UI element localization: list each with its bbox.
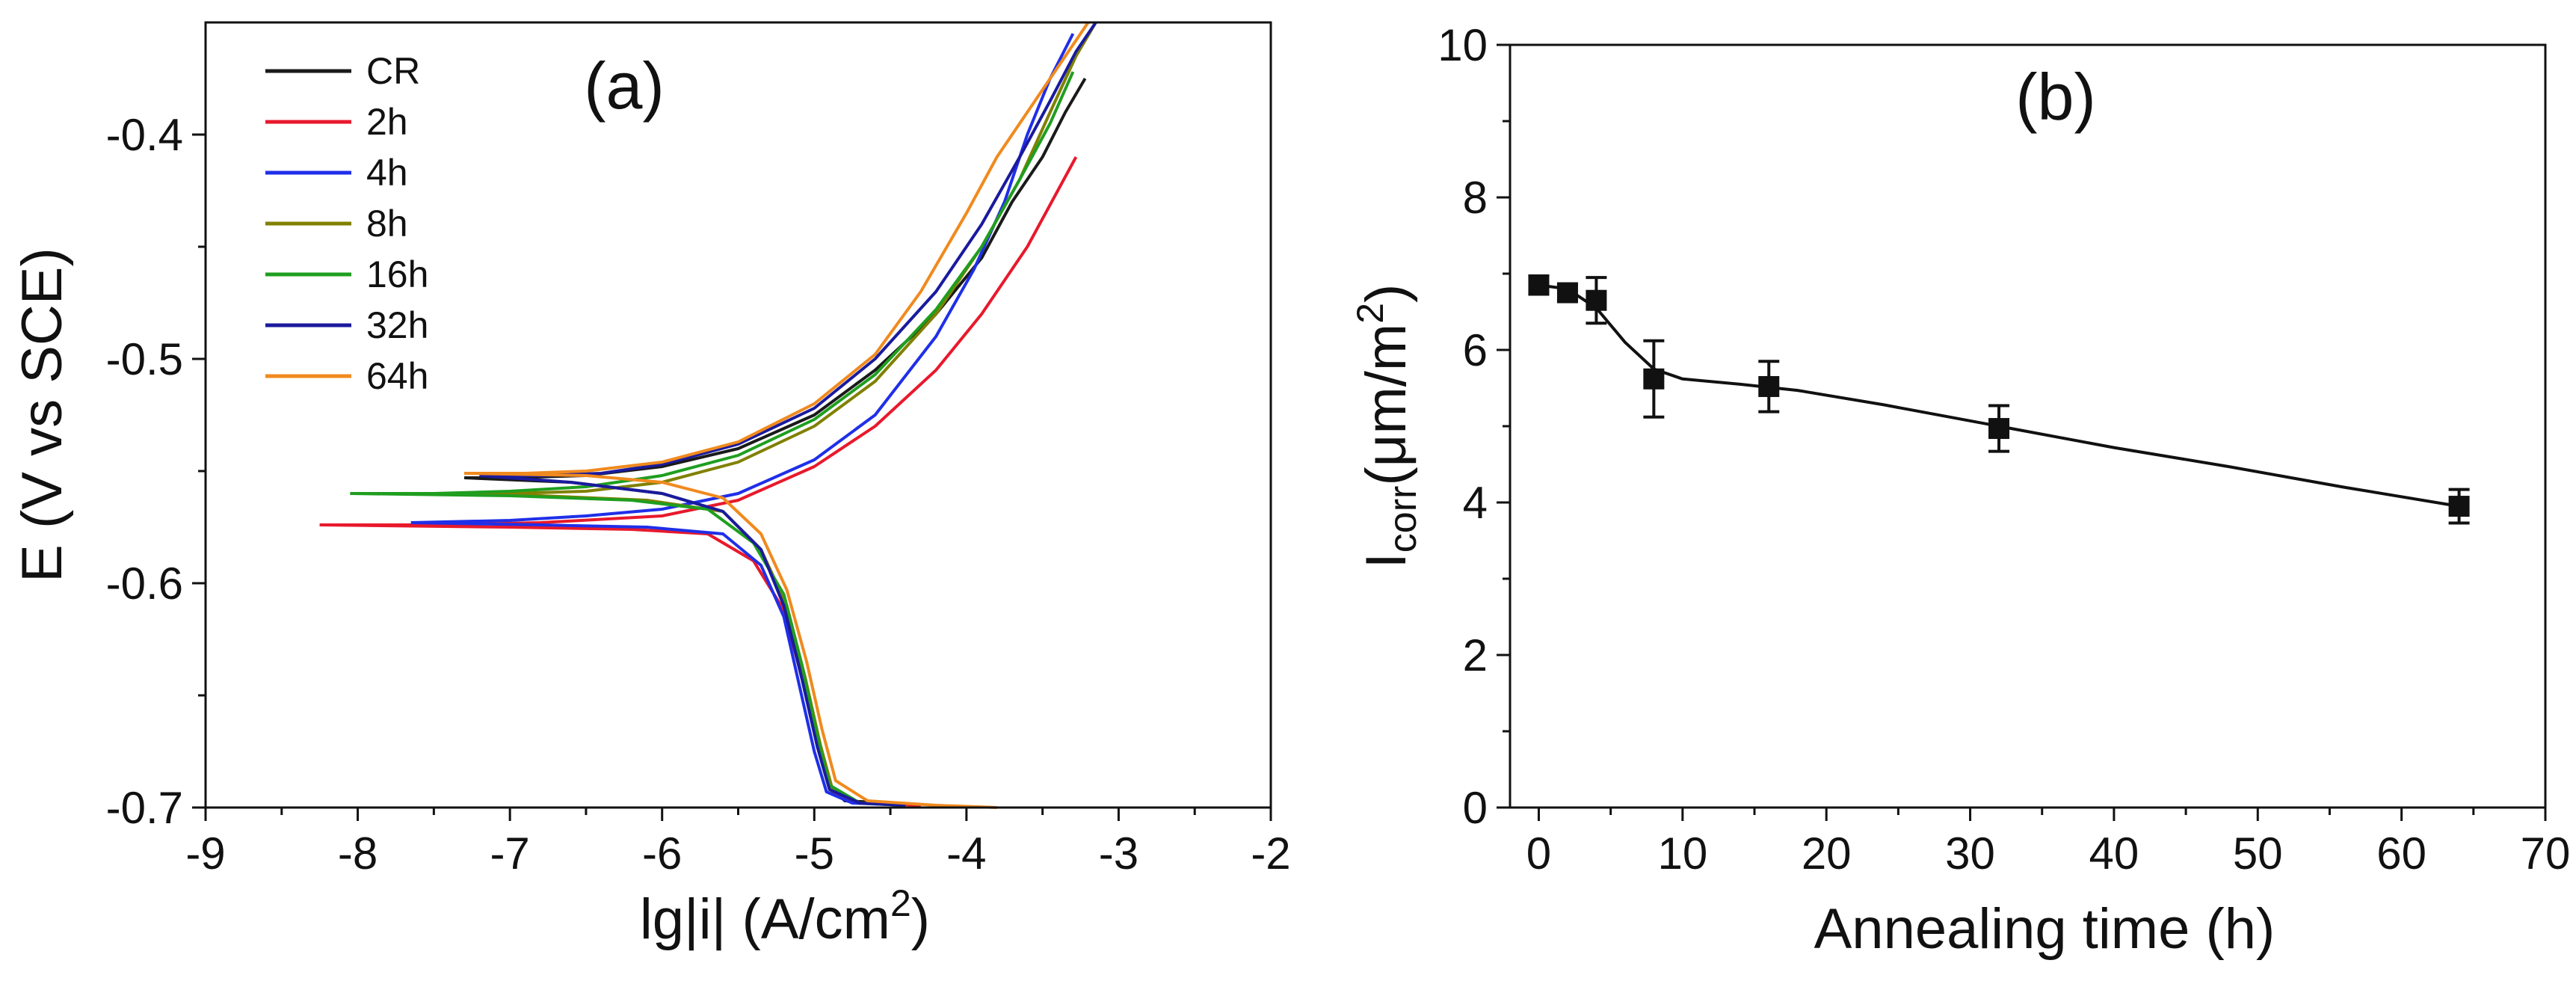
b-data-point — [1586, 289, 1607, 311]
a-x-tick-label: -6 — [642, 828, 682, 879]
a-x-tick-label: -5 — [795, 828, 834, 879]
b-x-tick-label: 0 — [1526, 828, 1551, 879]
b-y-tick-label: 6 — [1463, 325, 1488, 375]
panel-b-y-axis-title-sub: corr — [1381, 486, 1425, 553]
panel-b-x-axis-title: Annealing time (h) — [1814, 897, 2275, 961]
a-y-tick-label: -0.7 — [106, 783, 183, 833]
b-y-tick-label: 8 — [1463, 173, 1488, 223]
panel-b-plot-area — [1528, 274, 2470, 525]
panel-a-legend: CR 2h 4h 8h 16h 32h 64h — [265, 50, 428, 397]
b-fit-line — [1538, 283, 2459, 508]
a-series-8h-cathodic — [434, 492, 906, 807]
panel-a-x-axis-title: lg|i| (A/cm2) — [640, 882, 930, 951]
b-data-point — [2448, 496, 2470, 517]
b-x-tick-label: 10 — [1657, 828, 1707, 879]
a-legend-label-64h: 64h — [366, 355, 428, 397]
b-x-tick-label: 60 — [2376, 828, 2426, 879]
b-x-tick-label: 50 — [2233, 828, 2283, 879]
a-series-32h-cathodic — [479, 474, 906, 807]
panel-a-label: (a) — [584, 49, 665, 123]
b-y-tick-label: 10 — [1438, 20, 1488, 70]
panel-b-y-axis-title: Icorr(μm/m2) — [1349, 284, 1425, 569]
a-x-tick-label: -7 — [490, 828, 529, 879]
a-series-4h-anodic — [410, 33, 1075, 524]
a-x-tick-label: -9 — [185, 828, 225, 879]
panel-a-frame — [204, 21, 1272, 809]
a-legend-label-8h: 8h — [366, 203, 408, 245]
panel-b-y-axis-title-rest: (μm/m — [1355, 324, 1418, 486]
panel-a-x-axis-title-sup: 2 — [890, 882, 911, 924]
a-legend-label-16h: 16h — [366, 253, 428, 295]
a-x-tick-label: -4 — [946, 828, 986, 879]
b-x-tick-label: 20 — [1802, 828, 1852, 879]
a-series-64h-cathodic — [464, 472, 997, 809]
a-x-tick-label: -3 — [1099, 828, 1138, 879]
b-data-point — [1988, 418, 2010, 440]
panel-b-y-axis-title-main: I — [1355, 553, 1418, 568]
panel-a: -9 -8 -7 -6 -5 -4 -3 -2 -0.7 -0.6 -0.5 -0.4 (a) E (… — [10, 21, 1291, 951]
panel-a-x-axis-title-end: ) — [911, 888, 930, 951]
b-data-point — [1556, 282, 1578, 304]
a-legend-label-4h: 4h — [366, 152, 408, 194]
a-series-64h-anodic — [464, 21, 1090, 475]
a-legend-label-32h: 32h — [366, 304, 428, 346]
b-x-tick-label: 70 — [2521, 828, 2571, 879]
b-data-point — [1643, 368, 1665, 390]
panel-b-y-axis-title-sup: 2 — [1349, 303, 1391, 324]
a-x-tick-label: -8 — [338, 828, 378, 879]
a-series-16h-cathodic — [350, 492, 906, 807]
panel-a-plot-area — [319, 21, 1097, 809]
b-y-tick-label: 4 — [1463, 478, 1488, 528]
panel-b-label: (b) — [2015, 60, 2096, 134]
b-y-tick-label: 2 — [1463, 630, 1488, 680]
a-y-tick-label: -0.4 — [106, 110, 183, 160]
panel-b-y-axis-title-end: ) — [1355, 284, 1418, 303]
a-series-8h-anodic — [434, 21, 1097, 495]
a-x-tick-label: -2 — [1251, 828, 1290, 879]
panel-a-ticks: -9 -8 -7 -6 -5 -4 -3 -2 -0.7 -0.6 -0.5 -0.4 — [106, 110, 1291, 879]
a-series-2h-anodic — [319, 156, 1078, 526]
a-series-4h-cathodic — [410, 521, 906, 807]
a-series-16h-anodic — [350, 71, 1075, 495]
a-series-CR-anodic — [464, 77, 1087, 479]
panel-b-ticks: 0 10 20 30 40 50 60 70 0 2 4 6 8 10 — [1438, 20, 2570, 879]
panel-b-frame — [1509, 43, 2547, 809]
b-y-tick-label: 0 — [1463, 783, 1488, 833]
a-series-32h-anodic — [479, 21, 1097, 477]
a-legend-label-2h: 2h — [366, 101, 408, 143]
panel-a-y-axis-title: E (V vs SCE) — [10, 247, 74, 582]
a-y-tick-label: -0.6 — [106, 559, 183, 609]
a-legend-label-CR: CR — [366, 50, 420, 92]
b-x-tick-label: 40 — [2089, 828, 2139, 879]
panel-a-x-axis-title-main: lg|i| (A/cm — [640, 888, 890, 951]
b-data-point — [1528, 274, 1550, 296]
b-x-tick-label: 30 — [1945, 828, 1995, 879]
b-data-point — [1758, 375, 1780, 397]
a-y-tick-label: -0.5 — [106, 334, 183, 384]
